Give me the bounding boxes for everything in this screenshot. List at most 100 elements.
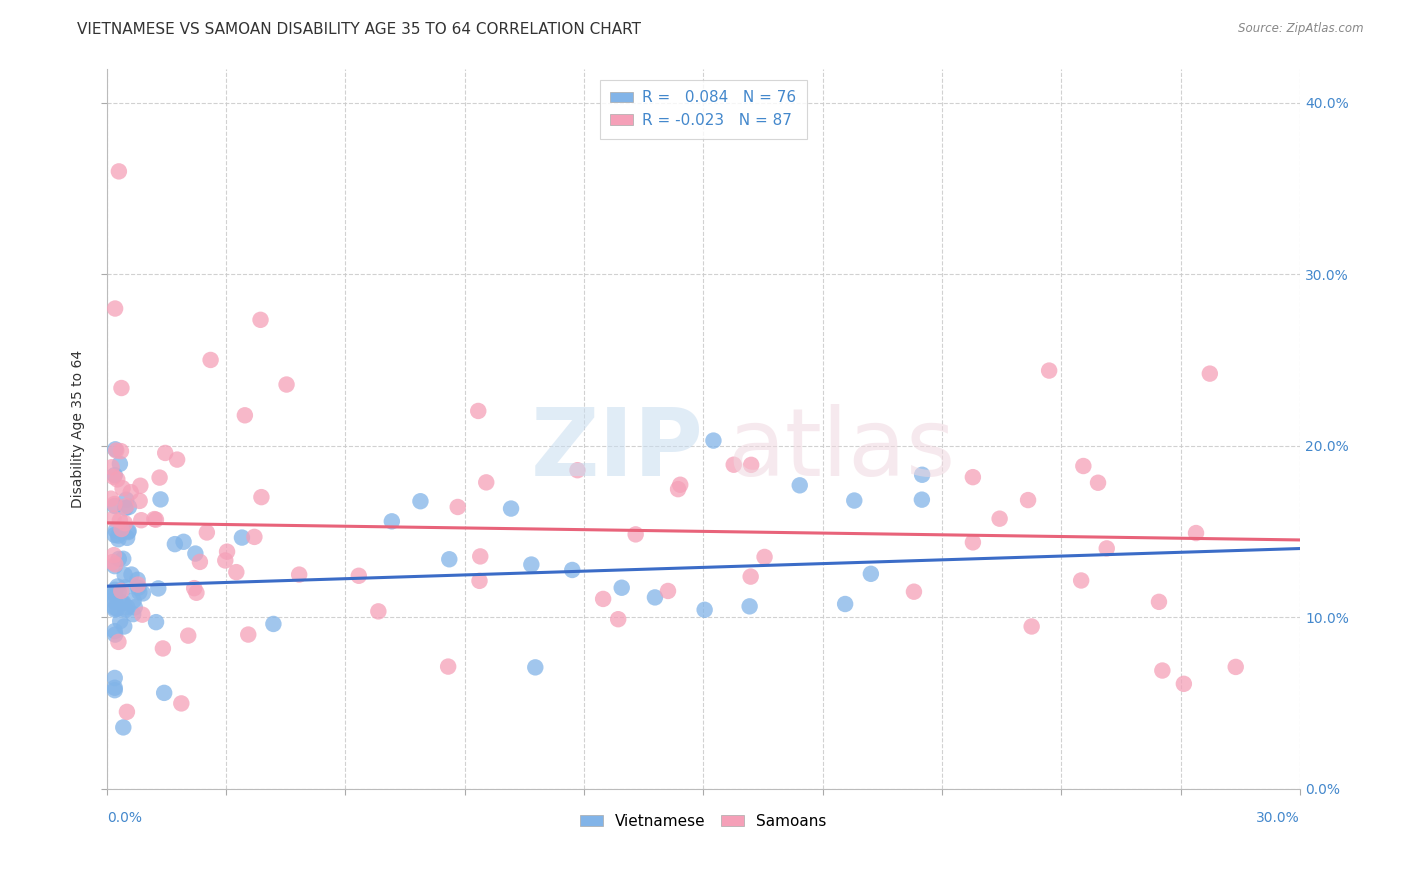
Point xyxy=(104,624,127,639)
Point xyxy=(100,460,122,475)
Point xyxy=(789,478,811,492)
Point xyxy=(115,600,138,615)
Point xyxy=(911,467,934,482)
Point xyxy=(129,513,152,527)
Point xyxy=(1021,619,1043,633)
Point xyxy=(115,531,138,545)
Point xyxy=(121,567,143,582)
Point xyxy=(105,443,128,458)
Point xyxy=(177,629,200,643)
Point xyxy=(114,602,136,616)
Point xyxy=(115,492,138,507)
Text: VIETNAMESE VS SAMOAN DISABILITY AGE 35 TO 64 CORRELATION CHART: VIETNAMESE VS SAMOAN DISABILITY AGE 35 T… xyxy=(77,22,641,37)
Point xyxy=(740,569,762,583)
Point xyxy=(1017,493,1039,508)
Point xyxy=(288,567,311,582)
Point xyxy=(112,551,135,566)
Point xyxy=(103,548,125,562)
Point xyxy=(105,472,128,486)
Point xyxy=(183,581,205,595)
Point xyxy=(262,616,284,631)
Point xyxy=(1173,677,1195,691)
Point xyxy=(1185,526,1208,541)
Point xyxy=(118,500,141,514)
Point xyxy=(124,600,146,615)
Point xyxy=(107,528,129,542)
Point xyxy=(347,568,370,582)
Point xyxy=(238,627,260,641)
Point xyxy=(439,552,461,566)
Point xyxy=(225,565,247,579)
Point xyxy=(104,600,127,615)
Point xyxy=(127,573,149,587)
Text: Source: ZipAtlas.com: Source: ZipAtlas.com xyxy=(1239,22,1364,36)
Point xyxy=(114,516,136,531)
Point xyxy=(520,558,543,572)
Point xyxy=(104,683,127,698)
Point xyxy=(567,463,589,477)
Point xyxy=(163,537,186,551)
Point xyxy=(145,513,167,527)
Point xyxy=(114,568,136,582)
Point xyxy=(669,477,692,491)
Point xyxy=(111,596,134,610)
Point xyxy=(107,533,129,547)
Point xyxy=(1198,367,1220,381)
Point xyxy=(1147,595,1170,609)
Point xyxy=(104,301,127,316)
Point xyxy=(104,586,127,600)
Point xyxy=(859,566,882,581)
Text: atlas: atlas xyxy=(727,404,956,496)
Point xyxy=(108,457,131,471)
Point xyxy=(1225,660,1247,674)
Point xyxy=(243,530,266,544)
Point xyxy=(561,563,583,577)
Point xyxy=(367,604,389,618)
Point xyxy=(110,614,132,628)
Point xyxy=(104,442,127,457)
Point xyxy=(127,581,149,595)
Point xyxy=(122,607,145,621)
Point xyxy=(723,458,745,472)
Point xyxy=(132,586,155,600)
Point xyxy=(988,511,1011,525)
Point xyxy=(127,577,149,591)
Point xyxy=(149,470,172,484)
Point xyxy=(128,494,150,508)
Point xyxy=(592,591,614,606)
Point xyxy=(409,494,432,508)
Point xyxy=(145,615,167,629)
Point xyxy=(104,468,127,483)
Point xyxy=(112,720,135,734)
Point xyxy=(107,579,129,593)
Point xyxy=(104,582,127,597)
Point xyxy=(100,491,122,506)
Point xyxy=(738,599,761,614)
Point xyxy=(101,555,124,569)
Point xyxy=(104,671,127,685)
Point xyxy=(188,555,211,569)
Point xyxy=(107,635,129,649)
Point xyxy=(657,584,679,599)
Point xyxy=(122,593,145,607)
Point xyxy=(214,553,236,567)
Point xyxy=(468,574,491,588)
Point xyxy=(250,490,273,504)
Text: 30.0%: 30.0% xyxy=(1257,811,1301,825)
Point xyxy=(104,588,127,602)
Point xyxy=(166,452,188,467)
Point xyxy=(475,475,498,490)
Point xyxy=(110,583,132,598)
Point xyxy=(104,681,127,695)
Point xyxy=(115,705,138,719)
Point xyxy=(103,511,125,525)
Point xyxy=(1095,541,1118,556)
Point xyxy=(834,597,856,611)
Point xyxy=(607,612,630,626)
Point xyxy=(104,499,127,513)
Point xyxy=(153,686,176,700)
Point xyxy=(666,482,689,496)
Point xyxy=(110,522,132,536)
Point xyxy=(702,434,724,448)
Point xyxy=(170,697,193,711)
